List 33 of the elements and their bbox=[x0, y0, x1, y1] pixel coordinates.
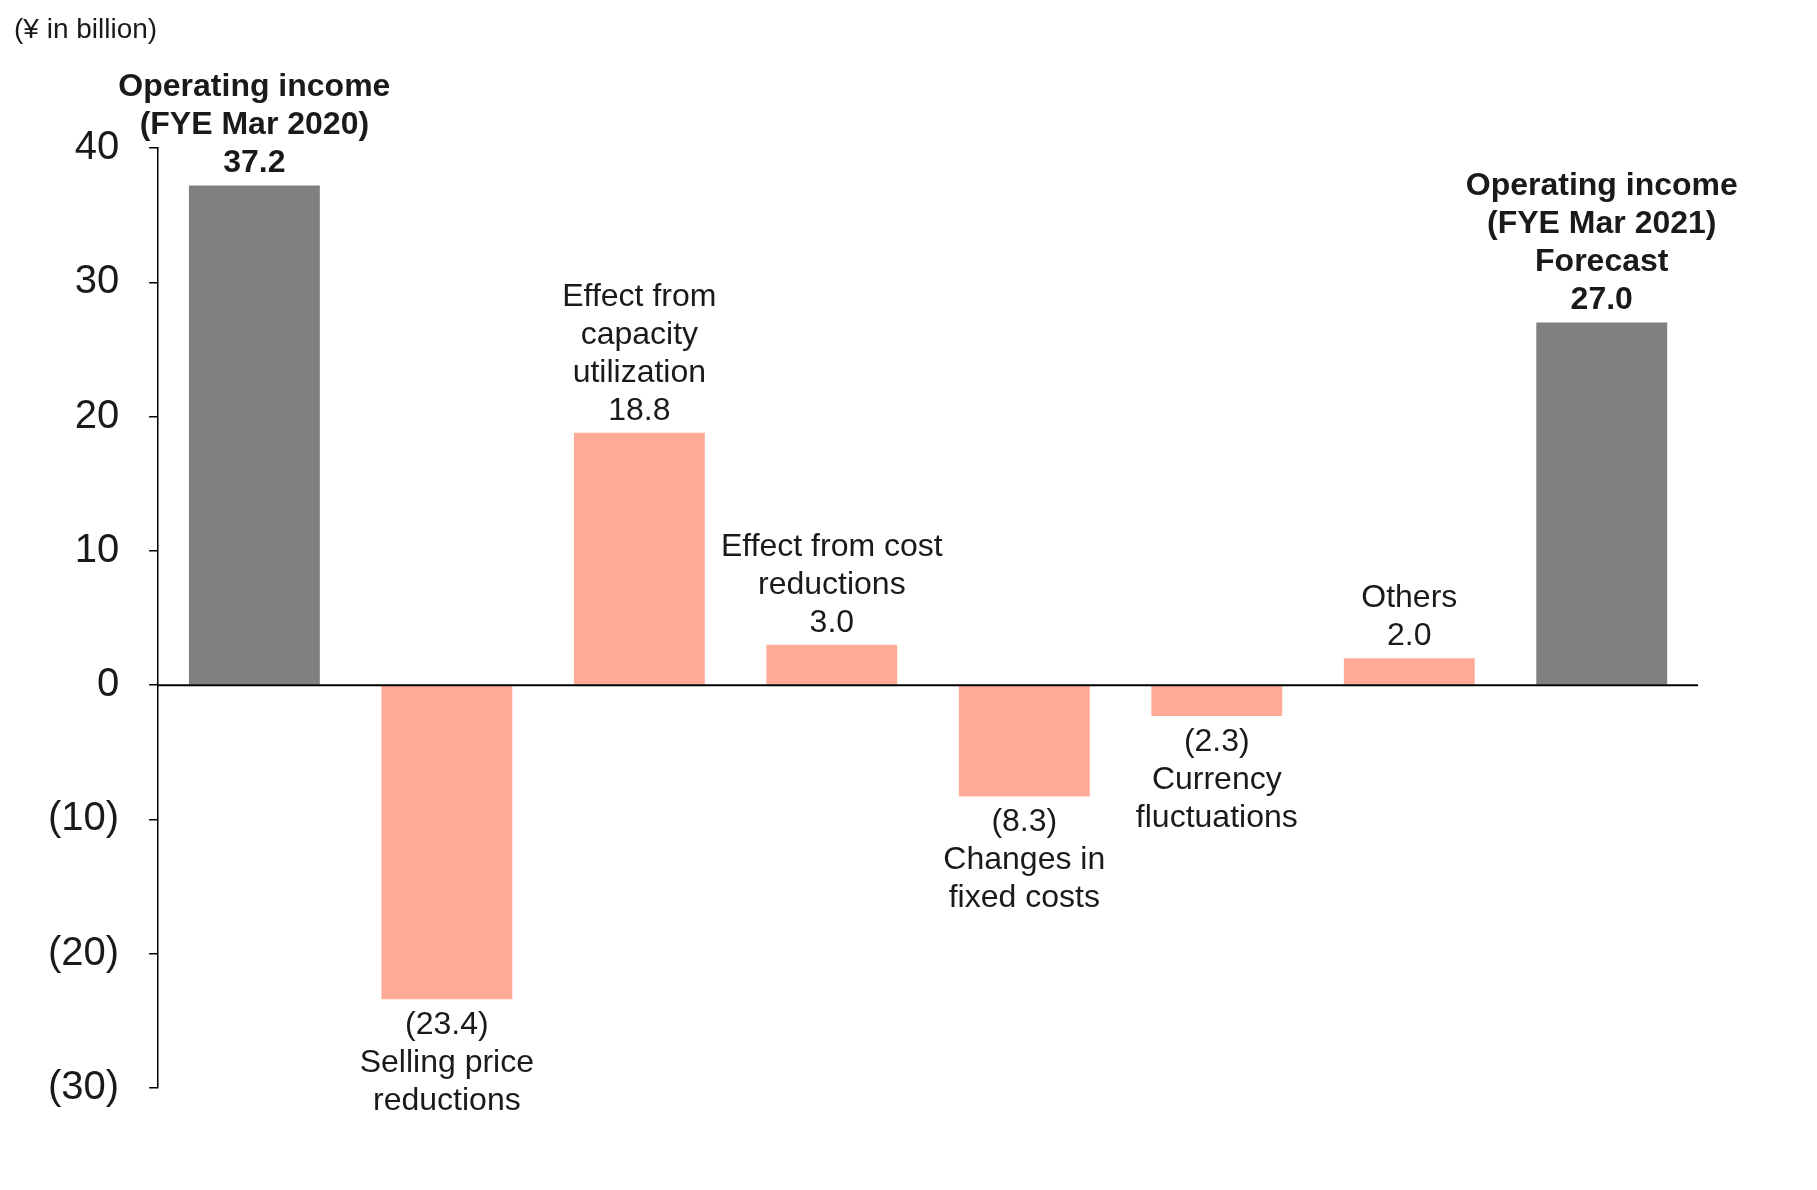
x-tick-label: Selling price reductions bbox=[359, 1043, 535, 1118]
x-tick-label: Others bbox=[1361, 578, 1458, 615]
bar bbox=[1536, 322, 1668, 685]
data-label: (23.4) bbox=[405, 1005, 489, 1042]
x-tick-label: Effect from cost reductions bbox=[720, 526, 943, 601]
x-tick-label: Changes in fixed costs bbox=[943, 840, 1106, 915]
data-label: (2.3) bbox=[1183, 721, 1250, 758]
bar bbox=[188, 185, 320, 685]
bar bbox=[381, 685, 513, 1000]
y-tick-label: (30) bbox=[47, 1063, 120, 1108]
data-label: 27.0 bbox=[1570, 280, 1633, 317]
x-tick-label: Effect from capacity utilization bbox=[562, 276, 717, 389]
y-tick-label: 30 bbox=[74, 257, 120, 302]
bar bbox=[766, 644, 898, 685]
x-tick-label: Currency fluctuations bbox=[1135, 759, 1298, 834]
y-tick-label: 20 bbox=[74, 391, 120, 436]
data-label: (8.3) bbox=[991, 802, 1058, 839]
x-tick-label: Operating income (FYE Mar 2020) bbox=[118, 67, 391, 142]
bar bbox=[573, 432, 705, 685]
y-tick-label: (20) bbox=[47, 928, 120, 973]
y-tick-label: (10) bbox=[47, 794, 120, 839]
data-label: 3.0 bbox=[809, 602, 855, 639]
y-tick-label: 10 bbox=[74, 525, 120, 570]
data-label: 37.2 bbox=[223, 143, 286, 180]
bar bbox=[1151, 685, 1283, 717]
bar bbox=[958, 685, 1090, 797]
data-label: 2.0 bbox=[1387, 616, 1432, 653]
x-tick-label: Operating income (FYE Mar 2021) Forecast bbox=[1465, 166, 1738, 279]
y-tick-label: 40 bbox=[74, 123, 120, 168]
data-label: 18.8 bbox=[608, 390, 671, 427]
y-tick-label: 0 bbox=[96, 660, 120, 705]
bar bbox=[1343, 658, 1475, 685]
y-axis-title: (¥ in billion) bbox=[14, 12, 158, 44]
